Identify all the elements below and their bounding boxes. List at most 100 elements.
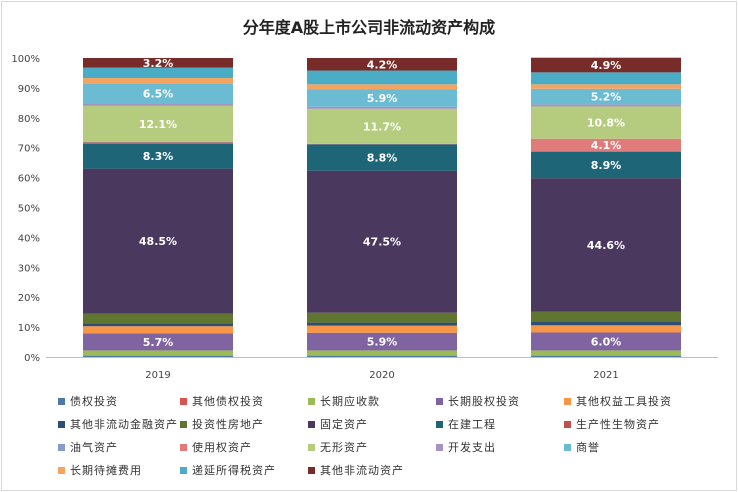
- bar-segment: [83, 168, 233, 314]
- y-tick-label: 90%: [18, 84, 40, 95]
- y-tick-label: 0%: [24, 353, 40, 364]
- y-tick-label: 80%: [18, 114, 40, 125]
- data-label: 12.1%: [139, 118, 177, 131]
- y-tick-label: 30%: [18, 263, 40, 274]
- legend-label: 债权投资: [70, 395, 118, 408]
- legend-item: 商誉: [564, 439, 600, 455]
- bar-segment: [307, 106, 457, 109]
- legend-label: 递延所得税资产: [192, 464, 276, 477]
- bar-segment: [83, 326, 233, 334]
- bar-segment: [83, 355, 233, 356]
- bar-segment: [83, 103, 233, 106]
- bar-segment: [83, 323, 233, 327]
- legend-item: 油气资产: [58, 439, 118, 455]
- y-tick-label: 100%: [11, 54, 40, 65]
- data-label: 44.6%: [587, 239, 625, 252]
- data-label: 48.5%: [139, 235, 177, 248]
- legend-label: 其他权益工具投资: [576, 395, 672, 408]
- bar-segment: [307, 332, 457, 351]
- data-label: 6.0%: [591, 335, 622, 348]
- bar-segment: [307, 322, 457, 326]
- data-label: 47.5%: [363, 236, 401, 249]
- legend-swatch: [436, 397, 443, 405]
- bar-segment: [531, 325, 681, 333]
- bar-segment: [531, 104, 681, 107]
- legend-swatch: [564, 420, 571, 428]
- bar-segment: [531, 311, 681, 323]
- y-tick-label: 10%: [18, 323, 40, 334]
- bar-segment: [307, 70, 457, 85]
- bar-segment: [531, 84, 681, 89]
- bar-segment: [307, 108, 457, 144]
- legend-swatch: [180, 420, 187, 428]
- bar-segment: [531, 57, 681, 73]
- data-label: 4.9%: [591, 59, 622, 72]
- data-label: 8.9%: [591, 159, 622, 172]
- legend-swatch: [436, 443, 443, 451]
- data-label: 10.8%: [587, 117, 625, 130]
- legend-swatch: [308, 443, 315, 451]
- legend-item: 生产性生物资产: [564, 416, 660, 432]
- bar-segment: [83, 355, 233, 357]
- legend-item: 其他非流动资产: [308, 462, 404, 478]
- data-label: 3.2%: [143, 57, 174, 70]
- legend-swatch: [308, 397, 315, 405]
- data-label: 5.9%: [367, 92, 398, 105]
- legend-swatch: [180, 443, 187, 451]
- data-label: 8.8%: [367, 152, 398, 165]
- legend-swatch: [58, 420, 65, 428]
- legend-label: 其他债权投资: [192, 395, 264, 408]
- bar-segment: [307, 84, 457, 90]
- legend-item: 无形资产: [308, 439, 368, 455]
- legend-item: 开发支出: [436, 439, 496, 455]
- legend-label: 生产性生物资产: [576, 418, 660, 431]
- legend-label: 开发支出: [448, 441, 496, 454]
- data-label: 8.3%: [143, 150, 174, 163]
- bar-segment: [307, 58, 457, 71]
- legend-label: 油气资产: [70, 441, 118, 454]
- bar-segment: [531, 322, 681, 326]
- data-label: 4.2%: [367, 58, 398, 71]
- legend-item: 其他非流动金融资产: [58, 416, 178, 432]
- legend-item: 递延所得税资产: [180, 462, 276, 478]
- bar-segment: [307, 170, 457, 313]
- bar-segment: [307, 355, 457, 357]
- data-label: 6.5%: [143, 88, 174, 101]
- legend-item: 其他债权投资: [180, 393, 264, 409]
- bar-segment: [307, 312, 457, 323]
- legend-item: 投资性房地产: [180, 416, 264, 432]
- bar-segment: [83, 143, 233, 169]
- legend-swatch: [564, 443, 571, 451]
- chart-title: 分年度A股上市公司非流动资产构成: [242, 18, 496, 37]
- bar-segment: [307, 350, 457, 356]
- legend-item: 使用权资产: [180, 439, 252, 455]
- y-tick-label: 70%: [18, 144, 40, 155]
- legend-swatch: [180, 466, 187, 474]
- x-tick-label: 2020: [369, 370, 394, 381]
- plot-area: 0% 10% 20% 30% 40% 50% 60% 70% 80% 90% 100% 5.7% 48.…: [11, 54, 718, 381]
- bar-segment: [83, 78, 233, 85]
- bar-segment: [83, 350, 233, 356]
- legend-item: 在建工程: [436, 416, 496, 432]
- legend-label: 长期应收款: [320, 395, 380, 408]
- data-label: 5.9%: [367, 336, 398, 349]
- legend-item: 固定资产: [308, 416, 368, 432]
- y-tick-label: 50%: [18, 204, 40, 215]
- legend-label: 投资性房地产: [192, 418, 264, 431]
- legend-swatch: [58, 466, 65, 474]
- legend-label: 商誉: [576, 441, 600, 454]
- legend-item: 其他权益工具投资: [564, 393, 672, 409]
- legend-label: 无形资产: [320, 441, 368, 454]
- legend-item: 债权投资: [58, 393, 118, 409]
- legend-swatch: [180, 397, 187, 405]
- data-label: 5.7%: [143, 336, 174, 349]
- x-tick-label: 2021: [593, 370, 618, 381]
- legend-label: 使用权资产: [192, 441, 252, 454]
- bar-segment: [83, 105, 233, 143]
- legend-swatch: [58, 443, 65, 451]
- legend-item: 长期应收款: [308, 393, 380, 409]
- legend-swatch: [564, 397, 571, 405]
- y-tick-label: 20%: [18, 293, 40, 304]
- legend-label: 长期待摊费用: [70, 464, 142, 477]
- y-tick-label: 40%: [18, 233, 40, 244]
